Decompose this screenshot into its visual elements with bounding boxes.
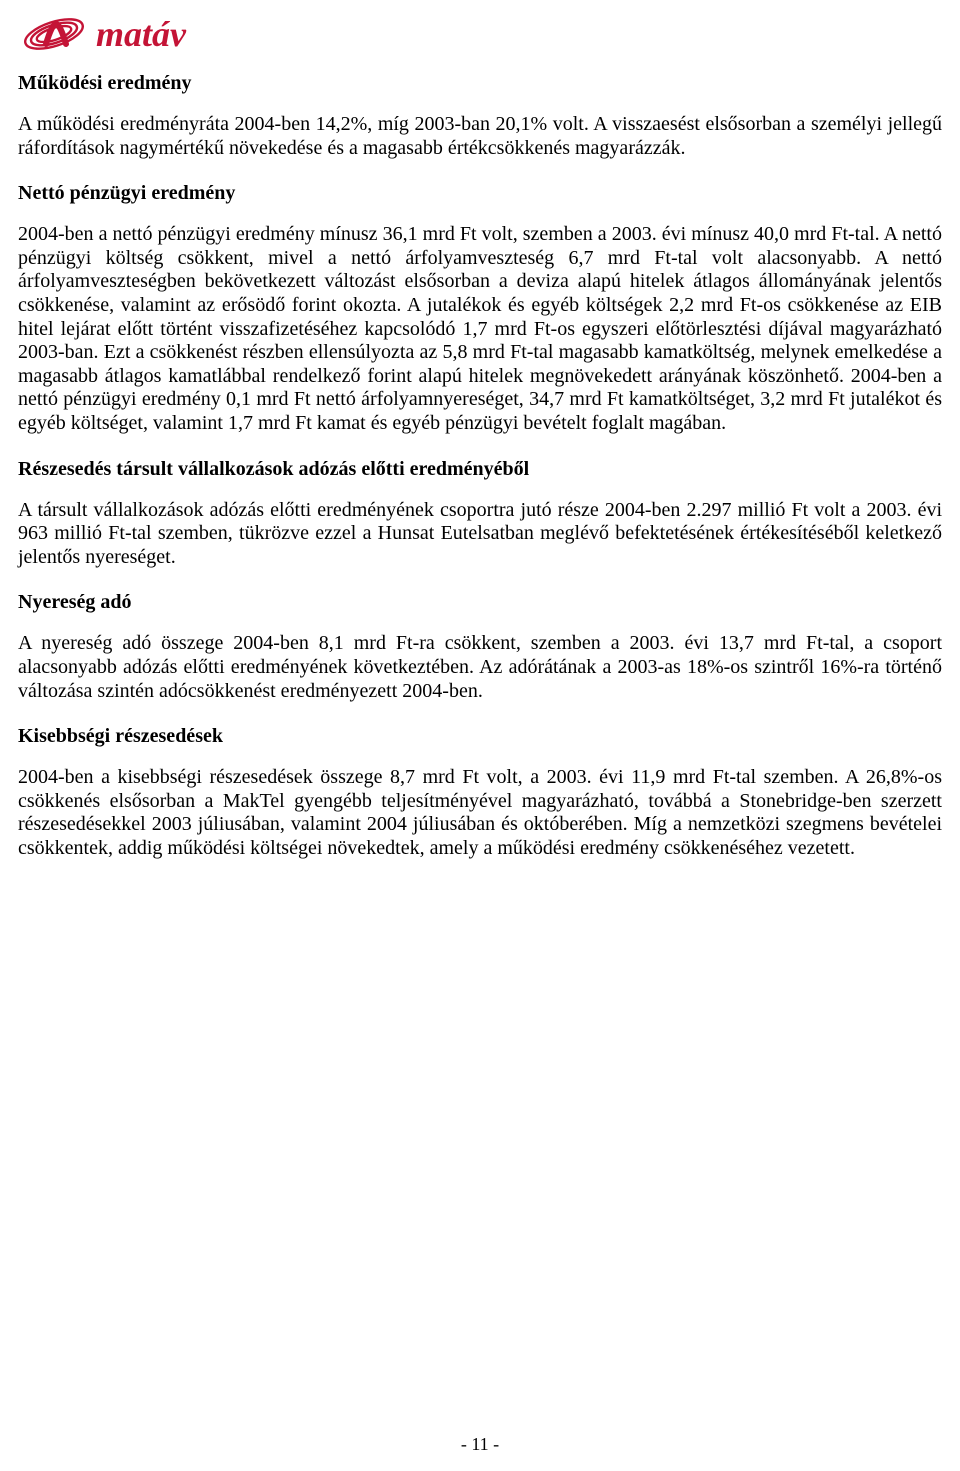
- para-income-tax: A nyereség adó összege 2004-ben 8,1 mrd …: [18, 632, 942, 703]
- para-associates-share: A társult vállalkozások adózás előtti er…: [18, 499, 942, 570]
- heading-associates-share: Részesedés társult vállalkozások adózás …: [18, 458, 942, 481]
- document-page: matáv Működési eredmény A működési eredm…: [0, 0, 960, 1471]
- brand-wordmark: matáv: [96, 13, 186, 55]
- page-number: - 11 -: [461, 1434, 499, 1454]
- page-footer: - 11 -: [0, 1434, 960, 1455]
- matav-swirl-icon: [18, 10, 90, 58]
- brand-logo: matáv: [18, 10, 942, 58]
- para-operating-result: A működési eredményráta 2004-ben 14,2%, …: [18, 113, 942, 160]
- para-minority-interests: 2004-ben a kisebbségi részesedések össze…: [18, 766, 942, 860]
- para-net-financial: 2004-ben a nettó pénzügyi eredmény mínus…: [18, 223, 942, 435]
- heading-income-tax: Nyereség adó: [18, 591, 942, 614]
- heading-net-financial: Nettó pénzügyi eredmény: [18, 182, 942, 205]
- heading-minority-interests: Kisebbségi részesedések: [18, 725, 942, 748]
- heading-operating-result: Működési eredmény: [18, 72, 942, 95]
